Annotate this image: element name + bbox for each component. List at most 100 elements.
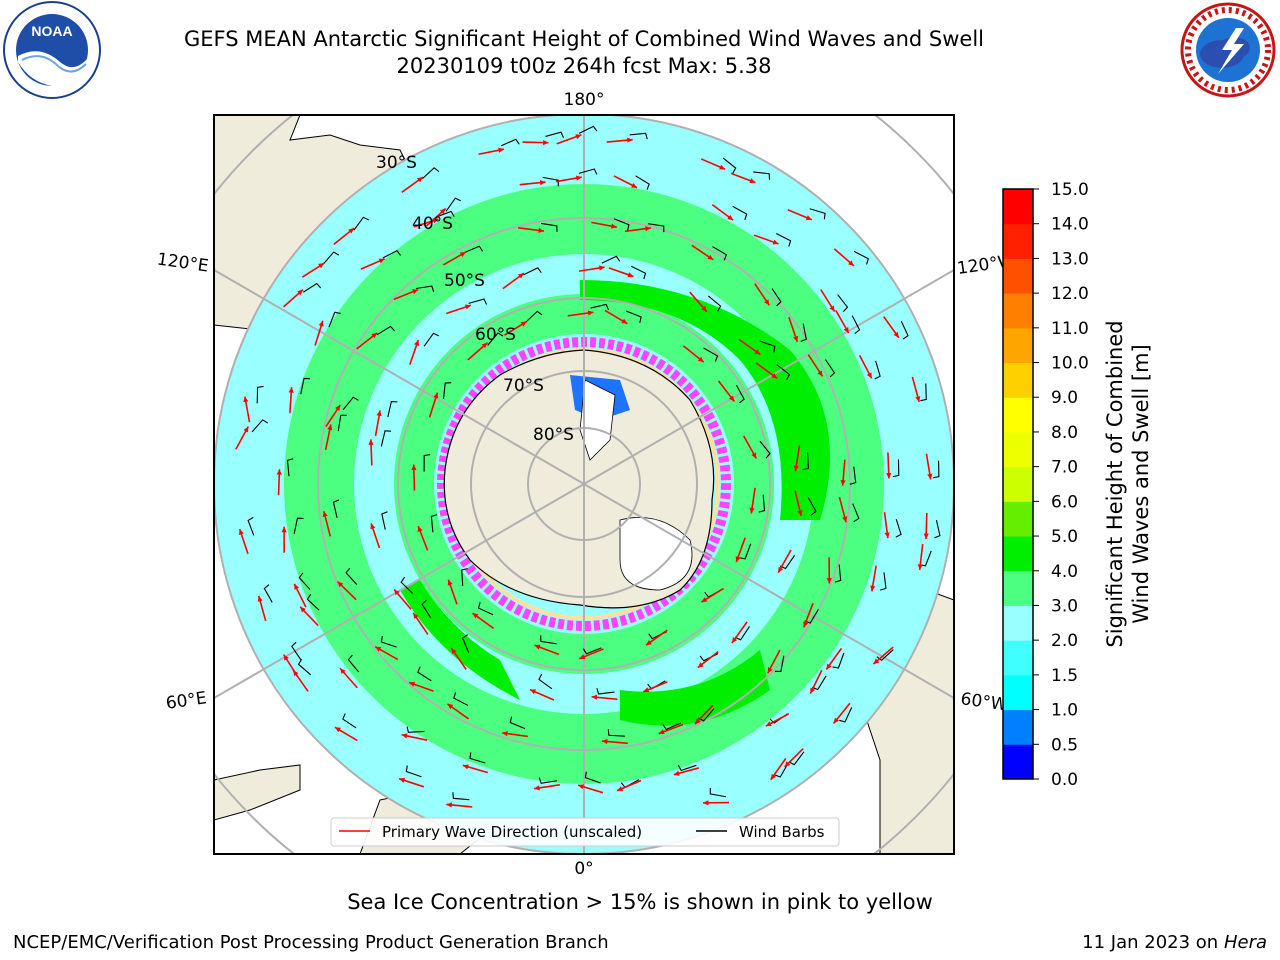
wind-barb	[406, 726, 425, 733]
wind-barb	[542, 176, 559, 187]
wave-direction-arrow	[446, 703, 470, 720]
map-frame	[213, 114, 955, 855]
wave-direction-arrow	[835, 309, 850, 334]
colorbar-swatch	[1003, 570, 1033, 606]
wave-direction-arrow	[608, 267, 634, 278]
colorbar-tick-label: 5.0	[1051, 527, 1078, 547]
wind-barb	[852, 503, 860, 523]
wind-barb	[487, 332, 504, 346]
wave-direction-arrow	[673, 767, 700, 776]
wave-direction-arrow	[870, 565, 877, 592]
wave-direction-arrow	[777, 549, 792, 574]
wave-direction-arrow	[534, 644, 560, 656]
colorbar-tick-label: 6.0	[1051, 492, 1078, 512]
colorbar-swatch	[1003, 605, 1033, 641]
wind-barb	[758, 494, 766, 513]
wave-direction-arrow	[339, 667, 358, 689]
wind-barb	[629, 132, 648, 140]
wind-barb	[739, 543, 752, 560]
wave-direction-arrow	[858, 354, 873, 379]
wave-direction-arrow	[556, 134, 582, 145]
wind-barb	[800, 323, 807, 342]
wind-barb	[578, 125, 598, 134]
wind-barb	[387, 400, 398, 418]
wind-barb	[332, 499, 340, 518]
wind-barb	[851, 315, 861, 334]
wind-barb	[613, 218, 630, 231]
noaa-logo: NOAA	[3, 1, 101, 99]
wave-direction-arrow	[425, 207, 447, 227]
wind-barb	[469, 752, 486, 764]
colorbar-tick-label: 2.0	[1051, 631, 1078, 651]
wind-barb	[932, 460, 940, 479]
wave-direction-arrow	[749, 487, 756, 514]
wind-barb	[596, 688, 615, 695]
wave-direction-arrow	[694, 704, 714, 725]
wind-barb	[734, 626, 750, 641]
wind-barb	[400, 576, 413, 594]
wind-barb	[892, 459, 900, 478]
nws-logo	[1180, 2, 1276, 98]
colorbar-swatch	[1003, 223, 1033, 259]
colorbar-tick-label: 0.0	[1051, 770, 1078, 790]
footer-date-text: 11 Jan 2023 on	[1082, 932, 1224, 953]
wave-direction-arrow	[446, 304, 472, 315]
wave-direction-arrow	[794, 490, 803, 517]
wind-barb	[342, 713, 357, 729]
wave-direction-arrow	[578, 265, 605, 272]
wave-direction-arrow	[753, 234, 779, 245]
wave-direction-arrow	[370, 523, 381, 549]
wave-direction-arrow	[838, 496, 848, 523]
wind-barb	[286, 458, 294, 477]
wind-barb	[876, 649, 894, 662]
wave-direction-arrow	[533, 784, 560, 791]
lat-label-30s: 30°S	[376, 153, 417, 173]
colorbar-swatch	[1003, 293, 1033, 329]
wave-direction-arrow	[833, 248, 855, 267]
colorbar: 0.0 0.5 1.0 1.5 2.0 3.0 4.0 5.0 6.0 7.0 8.0 9.0 10.0…	[1002, 180, 1089, 790]
colorbar-swatch	[1003, 327, 1033, 364]
wave-direction-arrow	[616, 779, 642, 792]
wave-direction-arrow	[276, 469, 282, 496]
wind-barb	[415, 285, 435, 292]
wave-direction-arrow	[591, 221, 617, 229]
wind-barb	[435, 210, 455, 218]
wave-band-4m	[580, 280, 830, 520]
wind-barb	[849, 466, 857, 485]
footer-host: Hera	[1223, 932, 1267, 953]
legend-label-barbs: Wind Barbs	[739, 823, 825, 841]
wave-direction-arrow	[742, 435, 757, 459]
wind-barb	[442, 382, 452, 400]
wave-direction-arrow	[283, 654, 299, 678]
colorbar-swatch	[1003, 466, 1033, 502]
colorbar-swatch	[1003, 397, 1033, 433]
wave-direction-arrow	[283, 289, 304, 308]
wave-direction-arrow	[333, 227, 355, 246]
wave-direction-arrow	[767, 649, 781, 674]
colorbar-tick-label: 1.0	[1051, 701, 1078, 721]
wave-direction-arrow	[604, 309, 628, 325]
wind-barb	[837, 294, 849, 312]
wind-barb	[601, 255, 621, 264]
wave-direction-arrow	[322, 511, 332, 537]
wind-barb	[584, 771, 601, 784]
wave-direction-arrow	[401, 733, 428, 741]
wind-barb	[501, 138, 520, 147]
colorbar-tick-label: 13.0	[1051, 249, 1089, 269]
lat-label-80s: 80°S	[533, 425, 574, 445]
wave-direction-arrow	[755, 362, 778, 380]
wave-direction-arrow	[450, 647, 467, 670]
wave-direction-arrow	[467, 342, 489, 361]
lon-label-60e: 60°E	[165, 688, 208, 713]
wind-barb	[807, 497, 817, 516]
wave-direction-arrow	[522, 139, 549, 146]
wave-direction-arrow	[658, 723, 684, 735]
wave-direction-arrow	[504, 320, 528, 336]
colorbar-tick-label: 15.0	[1051, 180, 1089, 200]
wave-direction-arrow	[502, 272, 525, 290]
wave-direction-arrow	[301, 262, 325, 278]
wind-barb	[900, 320, 909, 340]
wave-direction-arrow	[334, 726, 358, 742]
wind-barb	[523, 267, 542, 276]
colorbar-tick-label: 3.0	[1051, 596, 1078, 616]
